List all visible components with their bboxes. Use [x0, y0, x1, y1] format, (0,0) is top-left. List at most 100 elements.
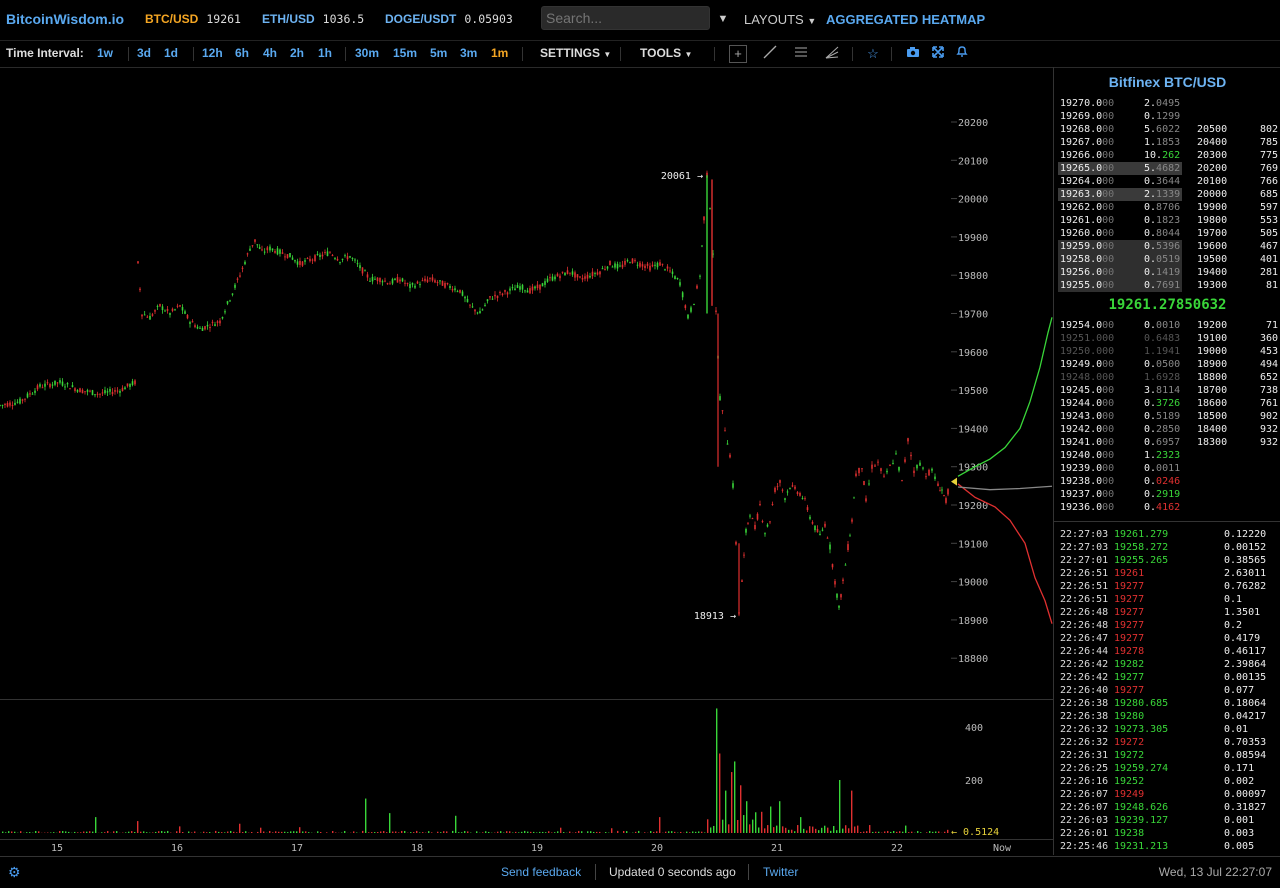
interval-12h[interactable]: 12h	[202, 46, 223, 60]
volume-bar	[791, 830, 792, 833]
depth-level: 20200	[1197, 162, 1227, 175]
settings-menu[interactable]: SETTINGS ▼	[540, 46, 611, 60]
volume-bar	[818, 830, 819, 833]
volume-bar	[260, 828, 261, 833]
candle	[542, 283, 544, 286]
interval-15m[interactable]: 15m	[393, 46, 417, 60]
volume-bar	[539, 832, 540, 833]
candle	[339, 262, 341, 263]
candle	[642, 264, 644, 266]
candle	[164, 311, 166, 312]
trade-price: 19252	[1114, 775, 1144, 788]
candle	[289, 253, 291, 257]
candle	[459, 290, 461, 293]
interval-1w[interactable]: 1w	[97, 46, 113, 60]
candle	[287, 254, 289, 258]
volume-bar	[377, 832, 378, 833]
search-dropdown-icon[interactable]: ▼	[712, 6, 734, 32]
interval-2h[interactable]: 2h	[290, 46, 304, 60]
camera-icon[interactable]	[904, 45, 922, 63]
crosshair-icon[interactable]: +	[729, 45, 747, 63]
volume-bar	[128, 832, 129, 833]
fullscreen-icon[interactable]	[929, 45, 947, 63]
candle	[399, 280, 401, 282]
trade-time: 22:27:03	[1060, 528, 1108, 541]
volume-bar	[836, 830, 837, 833]
candle	[594, 273, 596, 274]
aggregated-heatmap-link[interactable]: AGGREGATED HEATMAP	[826, 12, 985, 27]
price-chart[interactable]: 2020020100200001990019800197001960019500…	[0, 67, 1053, 856]
interval-6h[interactable]: 6h	[235, 46, 249, 60]
tools-menu[interactable]: TOOLS ▼	[640, 46, 692, 60]
trade-amount: 0.31827	[1224, 801, 1266, 814]
candle	[532, 287, 534, 291]
interval-3d[interactable]: 3d	[137, 46, 151, 60]
divider	[595, 864, 596, 880]
layouts-menu[interactable]: LAYOUTS ▼	[744, 12, 816, 27]
twitter-link[interactable]: Twitter	[763, 865, 798, 879]
fib-fan-icon[interactable]	[823, 45, 841, 63]
volume-bar	[557, 831, 558, 833]
volume-bar	[191, 832, 192, 833]
candle	[84, 391, 86, 392]
interval-1h[interactable]: 1h	[318, 46, 332, 60]
trade-amount: 0.01	[1224, 723, 1248, 736]
line-icon[interactable]	[761, 45, 779, 63]
interval-1d[interactable]: 1d	[164, 46, 178, 60]
interval-4h[interactable]: 4h	[263, 46, 277, 60]
interval-1m[interactable]: 1m	[491, 46, 508, 60]
depth-count: 766	[1260, 175, 1278, 188]
horizontal-lines-icon[interactable]	[792, 45, 810, 63]
interval-30m[interactable]: 30m	[355, 46, 379, 60]
interval-5m[interactable]: 5m	[430, 46, 447, 60]
candle	[274, 251, 276, 253]
gear-icon[interactable]: ⚙	[8, 864, 21, 881]
orderbook-title: Bitfinex BTC/USD	[1054, 74, 1280, 90]
search-input[interactable]	[541, 6, 710, 30]
send-feedback-link[interactable]: Send feedback	[501, 865, 581, 879]
site-logo[interactable]: BitcoinWisdom.io	[6, 11, 124, 27]
candle	[424, 279, 426, 281]
volume-bar	[788, 830, 789, 833]
divider	[714, 47, 715, 61]
candle	[895, 453, 897, 454]
candle	[916, 465, 918, 468]
star-icon[interactable]: ☆	[864, 45, 882, 63]
interval-3m[interactable]: 3m	[460, 46, 477, 60]
ask-price: 19270.000	[1060, 97, 1114, 110]
bell-icon[interactable]	[953, 45, 971, 63]
